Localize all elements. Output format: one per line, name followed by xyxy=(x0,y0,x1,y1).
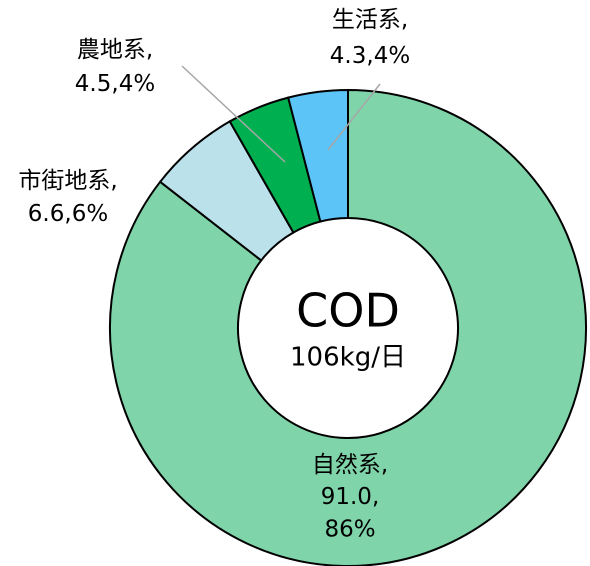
data-label: 4.3,4% xyxy=(330,43,410,69)
separator: , xyxy=(146,37,153,63)
data-label: 4.5,4% xyxy=(75,71,155,97)
data-label: 自然系, xyxy=(312,452,388,478)
separator: , xyxy=(401,7,408,33)
category-name: 市街地系 xyxy=(18,168,110,194)
slice xyxy=(286,88,349,223)
category-name: 自然系 xyxy=(312,452,381,478)
separator: , xyxy=(372,484,379,510)
percent-label: 4% xyxy=(374,43,411,69)
data-label: 生活系, xyxy=(332,7,408,33)
center-subtitle: 106kg/日 xyxy=(290,343,406,373)
value-label: 6.6 xyxy=(28,201,65,227)
slice xyxy=(109,88,587,566)
data-label: 6.6,6% xyxy=(28,201,108,227)
category-name: 農地系 xyxy=(77,37,146,63)
leader-line xyxy=(181,65,286,163)
data-label: 農地系, xyxy=(77,37,153,63)
percent-label: 86% xyxy=(324,517,375,543)
separator: , xyxy=(366,43,373,69)
separator: , xyxy=(110,168,117,194)
data-label: 91.0, xyxy=(321,484,380,510)
separator: , xyxy=(381,452,388,478)
separator: , xyxy=(64,201,71,227)
category-name: 生活系 xyxy=(332,7,401,33)
percent-label: 4% xyxy=(119,71,156,97)
center-title: COD xyxy=(296,284,400,338)
value-label: 91.0 xyxy=(321,484,372,510)
separator: , xyxy=(111,71,118,97)
value-label: 4.5 xyxy=(75,71,112,97)
leader-line xyxy=(327,83,381,151)
value-label: 4.3 xyxy=(330,43,367,69)
percent-label: 6% xyxy=(72,201,109,227)
data-label: 市街地系, xyxy=(18,168,117,194)
